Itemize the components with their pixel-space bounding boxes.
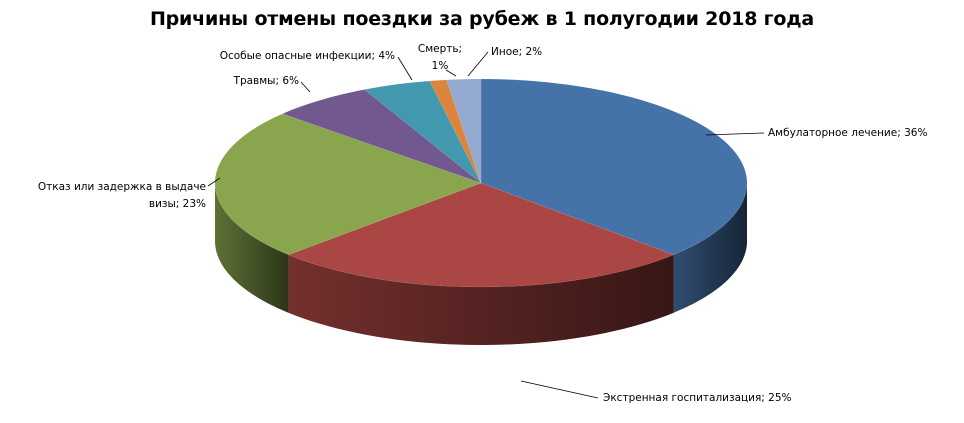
pie-side-shade-экстренная-госпитализация bbox=[288, 254, 674, 345]
data-label-смерть: Смерть; 1% bbox=[418, 43, 462, 72]
leader-line-иное bbox=[467, 51, 489, 77]
pie-slice-экстренная-госпитализация bbox=[287, 182, 675, 288]
leader-line-смерть bbox=[445, 69, 457, 77]
pie-side-shade-амбулаторное-лечение bbox=[673, 183, 747, 313]
pie-tops bbox=[214, 78, 748, 288]
data-label-особые-опасные-инфекции: Особые опасные инфекции; 4% bbox=[220, 50, 395, 62]
leader-line-экстренная-госпитализация bbox=[520, 380, 599, 399]
pie-sides bbox=[215, 183, 747, 345]
data-label-line: Экстренная госпитализация; 25% bbox=[603, 392, 792, 404]
data-label-амбулаторное-лечение: Амбулаторное лечение; 36% bbox=[768, 127, 927, 139]
data-label-line: Иное; 2% bbox=[491, 46, 542, 58]
pie-side-shade-отказ-или-задержка-в-выдаче-визы bbox=[215, 183, 289, 313]
data-label-line: Травмы; 6% bbox=[233, 75, 299, 87]
data-label-экстренная-госпитализация: Экстренная госпитализация; 25% bbox=[603, 392, 792, 404]
data-label-иное: Иное; 2% bbox=[491, 46, 542, 58]
leader-line-отказ-или-задержка-в-выдаче-визы bbox=[207, 177, 221, 187]
leader-line-травмы bbox=[300, 81, 311, 93]
data-label-line: 1% bbox=[432, 60, 449, 72]
pie-slice-иное bbox=[446, 78, 482, 184]
data-label-line: Амбулаторное лечение; 36% bbox=[768, 127, 927, 139]
chart-title: Причины отмены поездки за рубеж в 1 полу… bbox=[149, 8, 815, 30]
data-label-line: Отказ или задержка в выдаче bbox=[38, 181, 206, 193]
pie-slice-травмы bbox=[281, 89, 482, 184]
data-labels: Амбулаторное лечение; 36% Экстренная госп… bbox=[38, 43, 928, 404]
leader-lines bbox=[207, 51, 765, 399]
data-label-line: Особые опасные инфекции; 4% bbox=[220, 50, 395, 62]
pie-slice-особые-опасные-инфекции bbox=[363, 80, 482, 184]
data-label-травмы: Травмы; 6% bbox=[233, 75, 299, 87]
pie-slice-отказ-или-задержка-в-выдаче-визы bbox=[214, 113, 482, 255]
data-label-отказ-или-задержка-в-выдаче-визы: Отказ или задержка в выдаче визы; 23% bbox=[38, 181, 206, 210]
leader-line-особые-опасные-инфекции bbox=[397, 56, 413, 81]
leader-line-амбулаторное-лечение bbox=[705, 132, 765, 136]
data-label-line: Смерть; bbox=[418, 43, 462, 55]
pie-slice-смерть bbox=[429, 79, 482, 184]
pie-slice-амбулаторное-лечение bbox=[480, 78, 748, 255]
data-label-line: визы; 23% bbox=[149, 198, 206, 210]
